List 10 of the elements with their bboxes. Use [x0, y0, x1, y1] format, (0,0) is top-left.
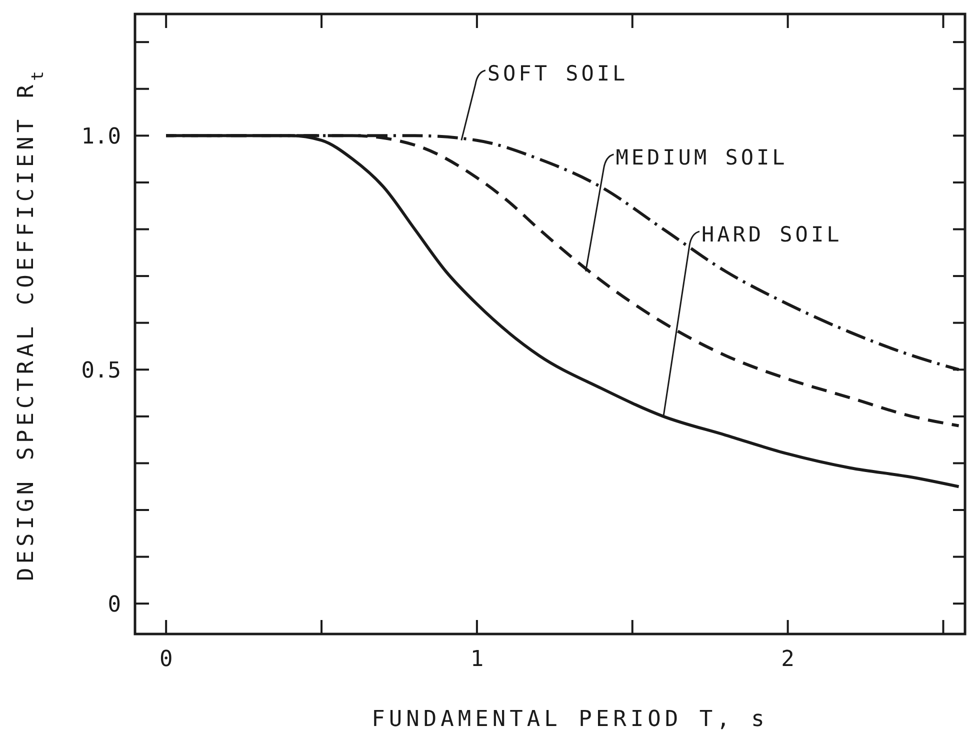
y-tick-label: 0	[108, 592, 121, 618]
x-axis-title: FUNDAMENTAL PERIOD T, s	[372, 707, 768, 732]
annotation: SOFT SOIL	[487, 61, 628, 86]
annotation: MEDIUM SOIL	[616, 145, 788, 170]
y-tick-label: 1.0	[81, 124, 121, 150]
annotation: HARD SOIL	[701, 222, 842, 246]
y-tick-label: 0.5	[81, 358, 121, 384]
x-tick-label: 0	[159, 647, 173, 672]
x-tick-label: 1	[470, 647, 484, 672]
x-tick-label: 2	[781, 647, 794, 672]
